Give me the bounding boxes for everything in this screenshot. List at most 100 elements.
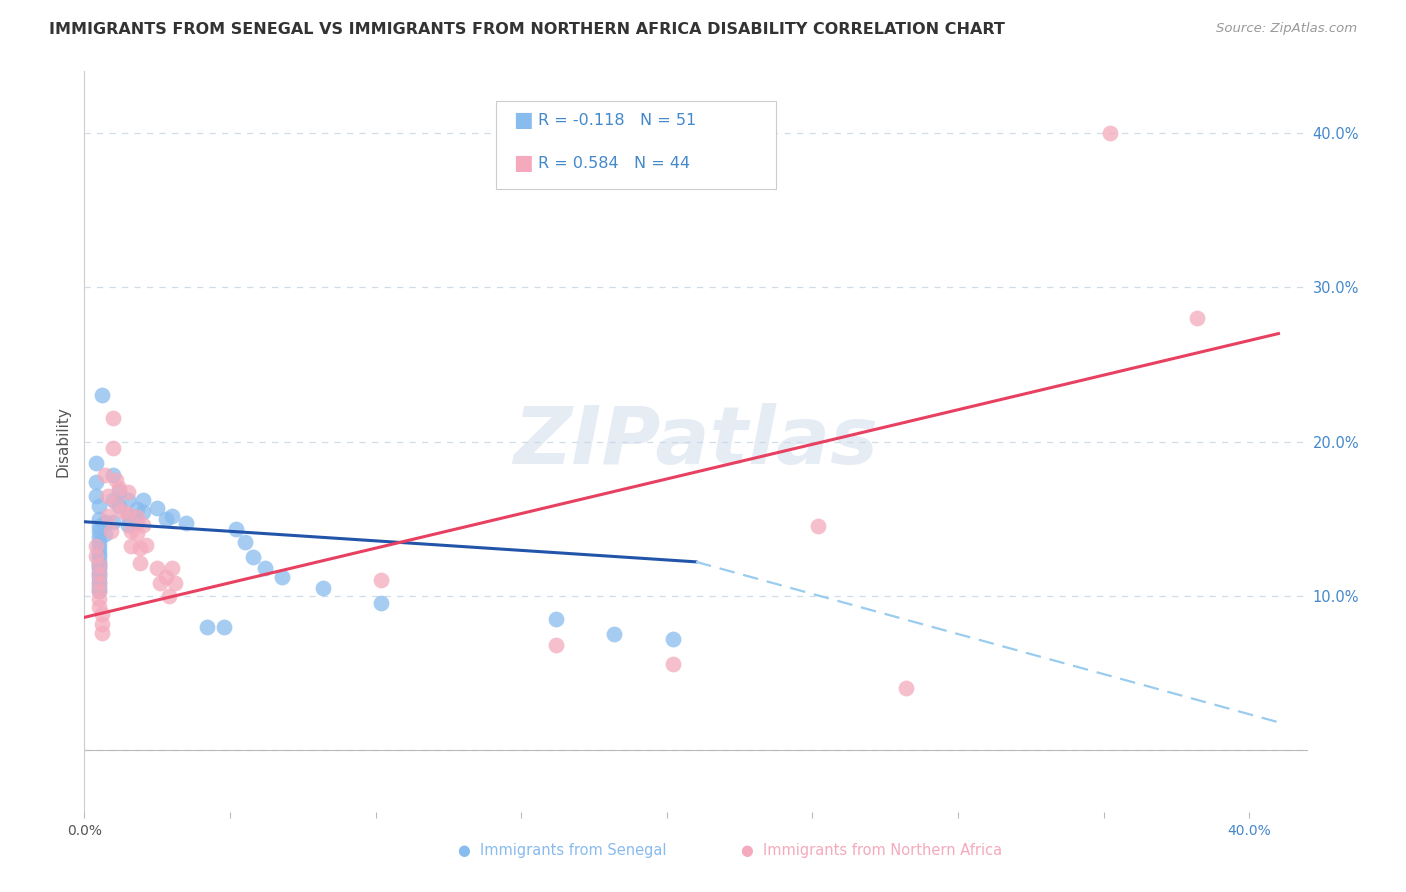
Point <box>1098 126 1121 140</box>
Text: Source: ZipAtlas.com: Source: ZipAtlas.com <box>1216 22 1357 36</box>
Point <box>117 508 139 523</box>
Point <box>125 502 148 516</box>
Point <box>87 530 110 544</box>
Point <box>160 561 183 575</box>
Text: ●  Immigrants from Senegal: ● Immigrants from Senegal <box>458 843 666 858</box>
Text: R = -0.118   N = 51: R = -0.118 N = 51 <box>538 113 697 128</box>
Point <box>103 468 125 483</box>
Point <box>160 508 183 523</box>
Point <box>87 558 110 572</box>
Point <box>370 597 392 611</box>
Point <box>84 540 107 554</box>
Point <box>93 468 115 483</box>
Point <box>87 541 110 555</box>
Point <box>128 541 150 555</box>
Point <box>87 580 110 594</box>
Point <box>253 561 276 575</box>
Point <box>108 483 131 498</box>
Point <box>87 511 110 525</box>
Point <box>125 515 148 529</box>
Point <box>370 574 392 588</box>
Point <box>117 517 139 532</box>
Point <box>120 540 142 554</box>
Point <box>90 388 112 402</box>
Point <box>87 536 110 550</box>
Point <box>87 566 110 580</box>
Text: ZIPatlas: ZIPatlas <box>513 402 879 481</box>
Point <box>111 504 134 518</box>
Point <box>87 546 110 560</box>
Point <box>84 456 107 470</box>
Point <box>108 500 131 514</box>
Point <box>87 567 110 582</box>
Point <box>149 576 172 591</box>
Point <box>157 589 180 603</box>
Point <box>174 516 197 531</box>
Point <box>84 489 107 503</box>
Point <box>84 475 107 489</box>
Point <box>90 625 112 640</box>
Point <box>242 550 264 565</box>
Point <box>120 524 142 538</box>
Point <box>87 574 110 589</box>
Point <box>90 616 112 631</box>
Text: IMMIGRANTS FROM SENEGAL VS IMMIGRANTS FROM NORTHERN AFRICA DISABILITY CORRELATIO: IMMIGRANTS FROM SENEGAL VS IMMIGRANTS FR… <box>49 22 1005 37</box>
Point <box>603 627 626 641</box>
Point <box>97 508 120 523</box>
Point <box>125 510 148 524</box>
Point <box>131 493 153 508</box>
Point <box>135 538 157 552</box>
Point <box>87 576 110 591</box>
Point <box>146 500 169 515</box>
Point <box>103 493 125 508</box>
Point <box>87 524 110 538</box>
Point <box>546 612 568 626</box>
Point <box>807 519 830 533</box>
Point <box>87 550 110 565</box>
Point <box>312 581 335 595</box>
Point <box>87 555 110 569</box>
Point <box>163 576 186 591</box>
Point <box>105 473 128 487</box>
Point <box>90 607 112 622</box>
Point <box>97 489 120 503</box>
Text: R = 0.584   N = 44: R = 0.584 N = 44 <box>538 156 690 170</box>
Point <box>195 619 218 633</box>
Point <box>108 481 131 495</box>
Point <box>103 515 125 529</box>
Point <box>271 570 294 584</box>
Point <box>117 485 139 500</box>
Point <box>155 570 177 584</box>
Point <box>155 511 177 525</box>
Point <box>212 619 235 633</box>
Y-axis label: Disability: Disability <box>55 406 70 477</box>
Point <box>117 493 139 508</box>
Point <box>87 519 110 533</box>
Point <box>87 561 110 575</box>
Point <box>661 632 683 646</box>
Point <box>131 517 153 532</box>
Point <box>87 500 110 514</box>
Point <box>87 584 110 599</box>
Point <box>146 561 169 575</box>
Point <box>1185 311 1208 326</box>
Point <box>546 638 568 652</box>
Point <box>87 570 110 584</box>
Point <box>103 441 125 455</box>
Point <box>225 523 247 537</box>
Point <box>128 557 150 571</box>
Point <box>93 527 115 541</box>
Text: 40.0%: 40.0% <box>1227 824 1271 838</box>
Text: ●  Immigrants from Northern Africa: ● Immigrants from Northern Africa <box>741 843 1002 858</box>
Point <box>87 558 110 572</box>
Point <box>105 496 128 510</box>
Point <box>103 411 125 425</box>
Point <box>93 515 115 529</box>
Point <box>87 591 110 606</box>
Point <box>131 506 153 520</box>
Point <box>233 534 256 549</box>
Text: ■: ■ <box>513 153 533 173</box>
Point <box>84 549 107 563</box>
Point <box>87 599 110 614</box>
Point <box>117 507 139 521</box>
